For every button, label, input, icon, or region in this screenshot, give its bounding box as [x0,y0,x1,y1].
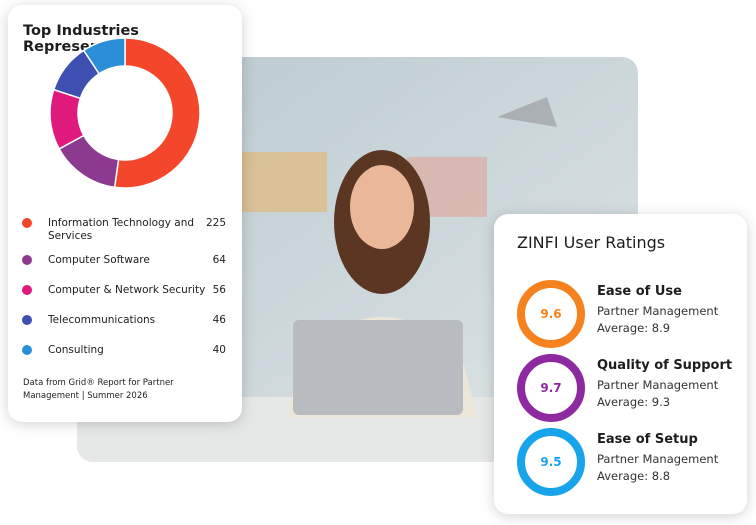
legend-dot [22,285,32,295]
legend-value: 40 [212,344,226,356]
legend-dot [22,345,32,355]
average-value: 8.8 [651,469,671,483]
legend-dot [22,255,32,265]
legend-label: Telecommunications [48,314,156,326]
average-value: 8.9 [651,321,671,335]
legend-label: Computer Software [48,254,150,266]
rating-average: Average: 9.3 [597,395,670,409]
average-label: Average: [597,395,649,409]
rating-name: Ease of Setup [597,432,698,447]
rating-subtitle: Partner Management [597,304,719,318]
donut-segment [113,37,201,189]
rating-ring [517,280,585,348]
rating-rings: 9.6 9.7 9.5 [517,280,585,496]
rating-score: 9.7 [540,381,561,395]
card-title: ZINFI User Ratings [517,233,666,252]
industries-card: Top Industries Represented Information T… [8,5,242,422]
legend-value: 56 [212,284,226,296]
rating-ring [517,354,585,422]
average-label: Average: [597,321,649,335]
donut-segment [82,37,126,75]
rating-subtitle: Partner Management [597,452,719,466]
footnote: Data from Grid® Report for Partner Manag… [23,378,174,401]
ratings-card: ZINFI User Ratings 9.6 9.7 9.5 Ease of Use… [494,214,747,514]
legend-value: 46 [212,314,226,326]
legend-label: Computer & Network Security [48,284,206,296]
rating-ring [517,428,585,496]
rating-score: 9.5 [540,455,561,469]
legend-label: Consulting [48,344,104,356]
rating-average: Average: 8.8 [597,469,670,483]
donut-chart [49,37,201,189]
rating-name: Quality of Support [597,358,733,373]
legend-value: 64 [212,254,226,266]
average-value: 9.3 [651,395,671,409]
rating-score: 9.6 [540,307,561,321]
rating-average: Average: 8.9 [597,321,670,335]
legend-value: 225 [205,217,226,229]
rating-name: Ease of Use [597,284,682,299]
legend-dot [22,218,32,228]
rating-subtitle: Partner Management [597,378,719,392]
average-label: Average: [597,469,649,483]
legend-label: Information Technology and Services [48,217,195,242]
legend-dot [22,315,32,325]
